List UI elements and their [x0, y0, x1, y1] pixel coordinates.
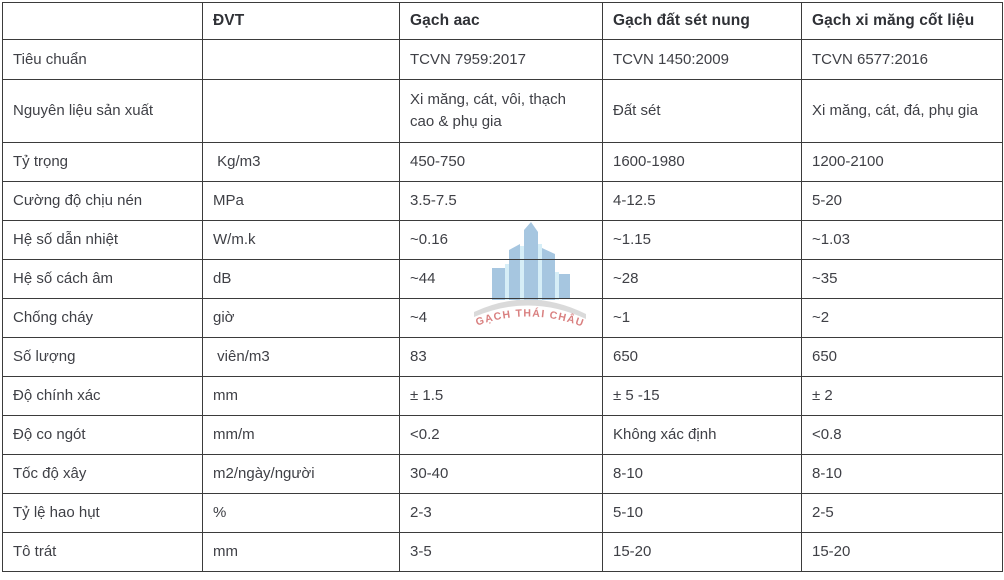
row-label-cell: Số lượng — [2, 337, 203, 377]
row-label-cell: Tiêu chuẩn — [2, 39, 203, 80]
value-cell: <0.8 — [801, 415, 1003, 455]
table-row: Hệ số dẫn nhiệt W/m.k ~0.16 ~1.15 ~1.03 — [2, 220, 1003, 260]
unit-cell: mm — [202, 376, 400, 416]
value-cell: ~35 — [801, 259, 1003, 299]
table-row: Tô trát mm 3-5 15-20 15-20 — [2, 532, 1003, 572]
table-row: Độ co ngót mm/m <0.2 Không xác định <0.8 — [2, 415, 1003, 455]
value-cell: Đất sét — [602, 79, 802, 143]
header-gach-aac: Gạch aac — [399, 2, 603, 40]
table-row: Hệ số cách âm dB ~44 ~28 ~35 — [2, 259, 1003, 299]
unit-cell: m2/ngày/người — [202, 454, 400, 494]
value-cell: TCVN 6577:2016 — [801, 39, 1003, 80]
header-dvt: ĐVT — [202, 2, 400, 40]
value-cell: 450-750 — [399, 142, 603, 182]
table-row: Tỷ lệ hao hụt % 2-3 5-10 2-5 — [2, 493, 1003, 533]
value-cell: ~2 — [801, 298, 1003, 338]
value-cell: 8-10 — [801, 454, 1003, 494]
value-cell: 650 — [801, 337, 1003, 377]
row-label-cell: Độ co ngót — [2, 415, 203, 455]
table-row: Cường độ chịu nén MPa 3.5-7.5 4-12.5 5-2… — [2, 181, 1003, 221]
unit-cell: mm — [202, 532, 400, 572]
value-cell: ~0.16 — [399, 220, 603, 260]
table-row: Độ chính xác mm ± 1.5 ± 5 -15 ± 2 — [2, 376, 1003, 416]
unit-cell: giờ — [202, 298, 400, 338]
value-cell: TCVN 1450:2009 — [602, 39, 802, 80]
value-cell: Không xác định — [602, 415, 802, 455]
unit-cell: mm/m — [202, 415, 400, 455]
value-cell: ± 5 -15 — [602, 376, 802, 416]
value-cell: 8-10 — [602, 454, 802, 494]
unit-cell: viên/m3 — [202, 337, 400, 377]
header-gach-xi-mang: Gạch xi măng cốt liệu — [801, 2, 1003, 40]
unit-cell: dB — [202, 259, 400, 299]
row-label-cell: Cường độ chịu nén — [2, 181, 203, 221]
row-label-cell: Hệ số dẫn nhiệt — [2, 220, 203, 260]
row-label-cell: Tô trát — [2, 532, 203, 572]
value-cell: 2-5 — [801, 493, 1003, 533]
table-row: Nguyên liệu sản xuất Xi măng, cát, vôi, … — [2, 79, 1003, 143]
value-cell: 3-5 — [399, 532, 603, 572]
header-gach-dat-set: Gạch đất sét nung — [602, 2, 802, 40]
table-row: Chống cháy giờ ~4 ~1 ~2 — [2, 298, 1003, 338]
row-label-cell: Tốc độ xây — [2, 454, 203, 494]
unit-cell: Kg/m3 — [202, 142, 400, 182]
value-cell: 83 — [399, 337, 603, 377]
value-cell: TCVN 7959:2017 — [399, 39, 603, 80]
value-cell: 3.5-7.5 — [399, 181, 603, 221]
value-cell: ~1.03 — [801, 220, 1003, 260]
value-cell: 1200-2100 — [801, 142, 1003, 182]
value-cell: 15-20 — [602, 532, 802, 572]
value-cell: 5-10 — [602, 493, 802, 533]
value-cell: 4-12.5 — [602, 181, 802, 221]
value-cell: 2-3 — [399, 493, 603, 533]
table-row: Số lượng viên/m3 83 650 650 — [2, 337, 1003, 377]
table-row: Tiêu chuẩn TCVN 7959:2017 TCVN 1450:2009… — [2, 39, 1003, 80]
value-cell: 30-40 — [399, 454, 603, 494]
value-cell: ~28 — [602, 259, 802, 299]
unit-cell: W/m.k — [202, 220, 400, 260]
table-row: Tỷ trọng Kg/m3 450-750 1600-1980 1200-21… — [2, 142, 1003, 182]
value-cell: ± 2 — [801, 376, 1003, 416]
unit-cell — [202, 79, 400, 143]
row-label-cell: Hệ số cách âm — [2, 259, 203, 299]
row-label-cell: Độ chính xác — [2, 376, 203, 416]
value-cell: ~4 — [399, 298, 603, 338]
row-label-cell: Tỷ trọng — [2, 142, 203, 182]
unit-cell: % — [202, 493, 400, 533]
value-cell: ~1.15 — [602, 220, 802, 260]
value-cell: ~1 — [602, 298, 802, 338]
value-cell: 15-20 — [801, 532, 1003, 572]
value-cell: <0.2 — [399, 415, 603, 455]
unit-cell — [202, 39, 400, 80]
table-row: Tốc độ xây m2/ngày/người 30-40 8-10 8-10 — [2, 454, 1003, 494]
header-empty — [2, 2, 203, 40]
value-cell: ~44 — [399, 259, 603, 299]
brick-comparison-table: ĐVT Gạch aac Gạch đất sét nung Gạch xi m… — [2, 2, 1003, 572]
row-label-cell: Chống cháy — [2, 298, 203, 338]
value-cell: ± 1.5 — [399, 376, 603, 416]
value-cell: 1600-1980 — [602, 142, 802, 182]
header-row: ĐVT Gạch aac Gạch đất sét nung Gạch xi m… — [2, 2, 1003, 40]
value-cell: 650 — [602, 337, 802, 377]
value-cell: 5-20 — [801, 181, 1003, 221]
unit-cell: MPa — [202, 181, 400, 221]
value-cell: Xi măng, cát, đá, phụ gia — [801, 79, 1003, 143]
row-label-cell: Nguyên liệu sản xuất — [2, 79, 203, 143]
row-label-cell: Tỷ lệ hao hụt — [2, 493, 203, 533]
value-cell: Xi măng, cát, vôi, thạch cao & phụ gia — [399, 79, 603, 143]
